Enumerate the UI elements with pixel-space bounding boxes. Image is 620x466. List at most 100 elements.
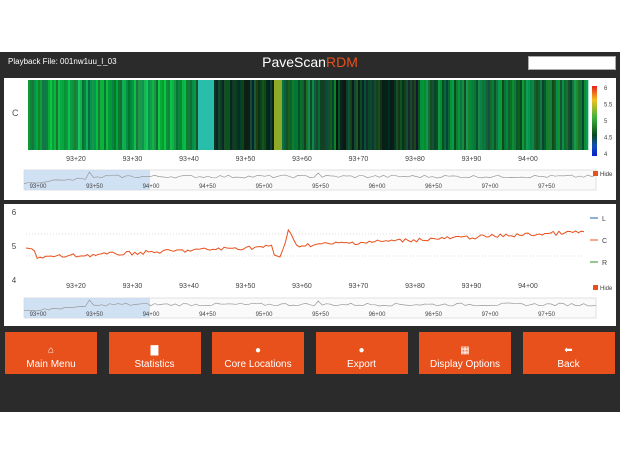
navigator-tick-label: 93+00: [30, 184, 48, 190]
heatmap-cell: [182, 80, 185, 150]
heatmap-cell: [486, 80, 489, 150]
heatmap-cell: [134, 80, 137, 150]
heatmap-cell: [438, 80, 441, 150]
navigator-selection[interactable]: [24, 170, 150, 190]
heatmap-cell: [222, 80, 225, 150]
heatmap-cell: [538, 80, 541, 150]
heatmap-cell: [446, 80, 449, 150]
heatmap-cell: [314, 80, 317, 150]
core-locations-button[interactable]: ● Core Locations: [212, 332, 304, 374]
heatmap-cell: [396, 80, 399, 150]
line-chart-svg: 654 93+20 93+30 93+40 93+50 93+60 93+70 93+80 9…: [12, 208, 613, 319]
y-tick-label: 5: [12, 242, 17, 251]
heatmap-cell: [494, 80, 497, 150]
heatmap-cell: [512, 80, 515, 150]
heatmap-hide-swatch[interactable]: [593, 171, 598, 176]
heatmap-cell: [56, 80, 59, 150]
heatmap-cell: [370, 80, 373, 150]
heatmap-cell: [448, 80, 451, 150]
heatmap-cell: [430, 80, 433, 150]
heatmap-cell: [188, 80, 191, 150]
heatmap-cell: [224, 80, 227, 150]
heatmap-cell: [484, 80, 487, 150]
heatmap-cell: [38, 80, 41, 150]
heatmap-cell: [382, 80, 385, 150]
heatmap-cell: [548, 80, 551, 150]
heatmap-cell: [32, 80, 35, 150]
heatmap-cell: [552, 80, 555, 150]
back-button[interactable]: ⬅ Back: [522, 332, 615, 374]
heatmap-cell: [108, 80, 111, 150]
heatmap-cell: [508, 80, 511, 150]
heatmap-cell: [564, 80, 567, 150]
export-button[interactable]: ● Export: [315, 332, 408, 374]
line-chart-navigator[interactable]: 93+00 93+50 94+00 94+50 95+00 95+50 96+00 96+50…: [23, 297, 597, 319]
heatmap-cell: [322, 80, 325, 150]
line-chart-y-axis: 6 5 4: [12, 208, 17, 285]
heatmap-cell: [120, 80, 123, 150]
heatmap-cell: [506, 80, 509, 150]
heatmap-cell: [568, 80, 571, 150]
bottom-strip: [0, 380, 620, 412]
heatmap-cell: [168, 80, 171, 150]
navigator-selection[interactable]: [24, 298, 150, 318]
statistics-button[interactable]: ▇ Statistics: [108, 332, 201, 374]
navigator-tick-label: 94+00: [143, 184, 161, 190]
heatmap-cell: [462, 80, 465, 150]
navigator-tick-label: 97+50: [538, 312, 556, 318]
heatmap-cell: [234, 80, 237, 150]
heatmap-cell: [232, 80, 235, 150]
heatmap-cell: [352, 80, 355, 150]
heatmap-cell: [414, 80, 417, 150]
heatmap-cell: [344, 80, 347, 150]
heatmap-cell: [498, 80, 501, 150]
navigator-tick-label: 94+50: [199, 312, 217, 318]
search-input[interactable]: [528, 56, 616, 70]
heatmap-cell: [276, 80, 279, 150]
legend-item-r: R: [602, 260, 607, 267]
heatmap-cell: [338, 80, 341, 150]
heatmap-cell: [348, 80, 351, 150]
main-menu-button[interactable]: ⌂ Main Menu: [5, 332, 97, 374]
heatmap-cell: [46, 80, 49, 150]
x-tick-label: 94+00: [518, 283, 538, 290]
display-options-button[interactable]: ▦ Display Options: [419, 332, 511, 374]
heatmap-cell: [196, 80, 199, 150]
heatmap-cell: [92, 80, 95, 150]
heatmap-cell: [226, 80, 229, 150]
heatmap-cell: [410, 80, 413, 150]
heatmap-cell: [106, 80, 109, 150]
heatmap-cell: [526, 80, 529, 150]
heatmap-cell: [550, 80, 553, 150]
colorbar-tick-label: 5: [604, 119, 608, 125]
navigator-tick-label: 95+00: [256, 184, 274, 190]
heatmap-cell: [186, 80, 189, 150]
heatmap-cell: [386, 80, 389, 150]
x-tick-label: 93+80: [405, 283, 425, 290]
heatmap-cell: [402, 80, 405, 150]
heatmap-cell: [334, 80, 337, 150]
navigator-tick-label: 95+50: [312, 312, 330, 318]
heatmap-cell: [142, 80, 145, 150]
heatmap-cell: [228, 80, 231, 150]
heatmap-cell: [204, 80, 207, 150]
table-icon: ▦: [460, 344, 470, 356]
navigator-tick-label: 93+50: [86, 312, 104, 318]
heatmap-cell: [112, 80, 115, 150]
heatmap-cell: [154, 80, 157, 150]
heatmap-cell: [378, 80, 381, 150]
heatmap-cell: [542, 80, 545, 150]
line-chart-legend[interactable]: L C R Hide: [590, 216, 613, 292]
heatmap-cell: [306, 80, 309, 150]
heatmap-cell: [90, 80, 93, 150]
legend-hide-swatch[interactable]: [593, 285, 598, 290]
heatmap-cell: [530, 80, 533, 150]
heatmap-cell: [138, 80, 141, 150]
heatmap-hide-label[interactable]: Hide: [600, 172, 613, 178]
home-icon: ⌂: [47, 344, 55, 356]
heatmap-cell: [558, 80, 561, 150]
heatmap-cell: [252, 80, 255, 150]
heatmap-cell: [328, 80, 331, 150]
heatmap-navigator[interactable]: 93+00 93+50 94+00 94+50 95+00 95+50 96+00 96+50…: [23, 169, 597, 191]
heatmap-cell: [278, 80, 281, 150]
